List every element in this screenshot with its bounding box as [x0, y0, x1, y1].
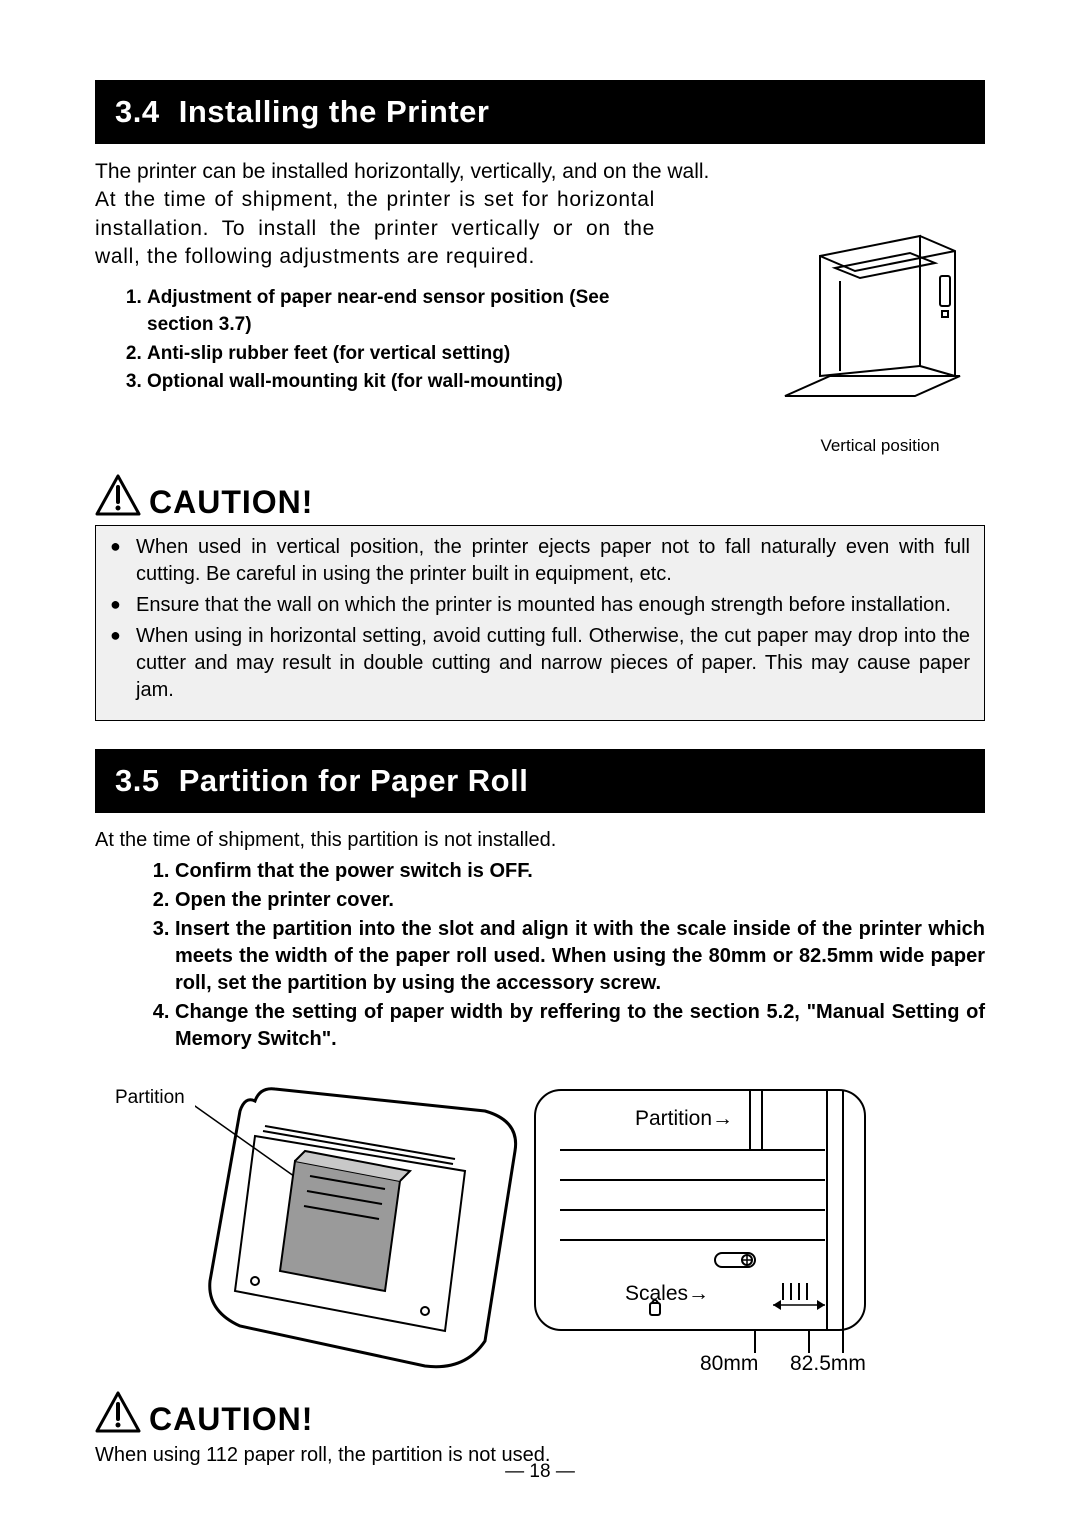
warning-icon	[95, 474, 141, 521]
adjustment-item: Anti-slip rubber feet (for vertical sett…	[147, 341, 655, 368]
caution-item: When using in horizontal setting, avoid …	[110, 623, 970, 704]
step-item: Change the setting of paper width by ref…	[175, 999, 985, 1053]
intro-34-wrap: At the time of shipment, the printer is …	[95, 186, 985, 446]
intro-text-1: The printer can be installed horizontall…	[95, 158, 985, 186]
page: 3.4 Installing the Printer The printer c…	[0, 0, 1080, 1529]
figure-caption: Vertical position	[775, 436, 985, 456]
diagram-partition-label: Partition	[115, 1087, 185, 1109]
caution-34-header: CAUTION!	[95, 474, 985, 521]
section-number: 3.5	[115, 763, 160, 798]
partition-schematic-illustration: Partition→ Scales→ 80mm 82.5mm	[525, 1085, 955, 1395]
printer-vertical-illustration	[780, 216, 980, 426]
section-number: 3.4	[115, 94, 160, 129]
diagram-width-825: 82.5mm	[790, 1352, 866, 1375]
caution-34-box: When used in vertical position, the prin…	[95, 525, 985, 721]
section-35-intro: At the time of shipment, this partition …	[95, 827, 985, 854]
caution-item: Ensure that the wall on which the printe…	[110, 592, 970, 619]
caution-34-list: When used in vertical position, the prin…	[110, 534, 970, 704]
diagram-scales-label: Scales→	[625, 1282, 709, 1305]
caution-label: CAUTION!	[149, 1401, 313, 1438]
partition-diagram: Partition	[95, 1081, 985, 1401]
step-item: Confirm that the power switch is OFF.	[175, 858, 985, 885]
step-item: Insert the partition into the slot and a…	[175, 916, 985, 997]
intro-34-text-block: At the time of shipment, the printer is …	[95, 186, 655, 395]
diagram-width-80: 80mm	[700, 1352, 758, 1375]
adjustment-item: Adjustment of paper near-end sensor posi…	[147, 285, 655, 338]
section-title: Partition for Paper Roll	[179, 763, 529, 798]
section-35: 3.5 Partition for Paper Roll At the time…	[95, 749, 985, 1467]
section-heading-34: 3.4 Installing the Printer	[95, 80, 985, 144]
step-item: Open the printer cover.	[175, 887, 985, 914]
page-number: — 18 —	[0, 1461, 1080, 1483]
printer-figure: Vertical position	[775, 216, 985, 456]
caution-item: When used in vertical position, the prin…	[110, 534, 970, 588]
caution-label: CAUTION!	[149, 484, 313, 521]
steps-list: Confirm that the power switch is OFF. Op…	[95, 858, 985, 1053]
adjustment-item: Optional wall-mounting kit (for wall-mou…	[147, 369, 655, 396]
section-title: Installing the Printer	[179, 94, 490, 129]
diagram-partition-arrow-label: Partition→	[635, 1107, 733, 1130]
adjustments-list: Adjustment of paper near-end sensor posi…	[95, 285, 655, 395]
partition-isometric-illustration	[195, 1081, 525, 1371]
section-heading-35: 3.5 Partition for Paper Roll	[95, 749, 985, 813]
intro-text-2: At the time of shipment, the printer is …	[95, 186, 655, 271]
